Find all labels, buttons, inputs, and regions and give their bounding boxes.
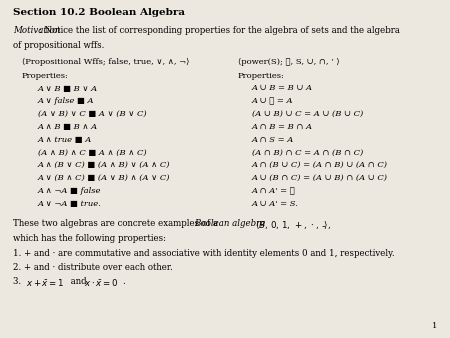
Text: Section 10.2 Boolean Algebra: Section 10.2 Boolean Algebra (13, 8, 185, 17)
Text: : Notice the list of corresponding properties for the algebra of sets and the al: : Notice the list of corresponding prope… (39, 26, 400, 35)
Text: $x \cdot \bar{x} = 0$: $x \cdot \bar{x} = 0$ (84, 277, 118, 289)
Text: A ∧ true ■ A: A ∧ true ■ A (38, 136, 92, 144)
Text: A ∨ false ■ A: A ∨ false ■ A (38, 97, 94, 105)
Text: which has the following properties:: which has the following properties: (13, 234, 166, 243)
Text: A ∧ ¬A ■ false: A ∧ ¬A ■ false (38, 187, 102, 195)
Text: A ∨ (B ∧ C) ■ (A ∨ B) ∧ (A ∨ C): A ∨ (B ∧ C) ■ (A ∨ B) ∧ (A ∨ C) (38, 174, 171, 182)
Text: (A ∨ B) ∨ C ■ A ∨ (B ∨ C): (A ∨ B) ∨ C ■ A ∨ (B ∨ C) (38, 110, 147, 118)
Text: and: and (68, 277, 90, 287)
Text: A ∩ B = B ∩ A: A ∩ B = B ∩ A (252, 123, 313, 131)
Text: A ∨ ¬A ■ true.: A ∨ ¬A ■ true. (38, 200, 102, 208)
Text: A ∧ (B ∨ C) ■ (A ∧ B) ∨ (A ∧ C): A ∧ (B ∨ C) ■ (A ∧ B) ∨ (A ∧ C) (38, 161, 171, 169)
Text: Properties:: Properties: (238, 72, 285, 79)
Text: A ∪ ∅ = A: A ∪ ∅ = A (252, 97, 293, 105)
Text: A ∩ (B ∪ C) = (A ∩ B) ∪ (A ∩ C): A ∩ (B ∪ C) = (A ∩ B) ∪ (A ∩ C) (252, 161, 388, 169)
Text: Properties:: Properties: (22, 72, 69, 79)
Text: $x + \bar{x} = 1$: $x + \bar{x} = 1$ (26, 277, 64, 289)
Text: These two algebras are concrete examples of a: These two algebras are concrete examples… (13, 219, 220, 228)
Text: A ∪ B = B ∪ A: A ∪ B = B ∪ A (252, 84, 313, 93)
Text: (A ∪ B) ∪ C = A ∪ (B ∪ C): (A ∪ B) ∪ C = A ∪ (B ∪ C) (252, 110, 363, 118)
Text: A ∨ B ■ B ∨ A: A ∨ B ■ B ∨ A (38, 84, 98, 93)
Text: 3.: 3. (13, 277, 27, 287)
Text: 2. + and · distribute over each other.: 2. + and · distribute over each other. (13, 263, 173, 272)
Text: A ∪ A' = S.: A ∪ A' = S. (252, 200, 299, 208)
Text: ⟨power(S); ∅, S, ∪, ∩, ’ ⟩: ⟨power(S); ∅, S, ∪, ∩, ’ ⟩ (238, 58, 340, 66)
Text: (A ∩ B) ∩ C = A ∩ (B ∩ C): (A ∩ B) ∩ C = A ∩ (B ∩ C) (252, 148, 363, 156)
Text: $\langle B,\, 0,\, 1,\, +,\, \cdot,\, \bar{\ }\rangle$,: $\langle B,\, 0,\, 1,\, +,\, \cdot,\, \b… (255, 219, 331, 231)
Text: A ∩ S = A: A ∩ S = A (252, 136, 294, 144)
Text: ⟨Propositional Wffs; false, true, ∨, ∧, ¬⟩: ⟨Propositional Wffs; false, true, ∨, ∧, … (22, 58, 189, 66)
Text: A ∪ (B ∩ C) = (A ∪ B) ∩ (A ∪ C): A ∪ (B ∩ C) = (A ∪ B) ∩ (A ∪ C) (252, 174, 388, 182)
Text: A ∩ A' = ∅: A ∩ A' = ∅ (252, 187, 296, 195)
Text: A ∧ B ■ B ∧ A: A ∧ B ■ B ∧ A (38, 123, 98, 131)
Text: .: . (122, 277, 125, 287)
Text: Boolean algebra: Boolean algebra (194, 219, 266, 228)
Text: 1: 1 (432, 322, 437, 330)
Text: 1. + and · are commutative and associative with identity elements 0 and 1, respe: 1. + and · are commutative and associati… (13, 248, 395, 258)
Text: (A ∧ B) ∧ C ■ A ∧ (B ∧ C): (A ∧ B) ∧ C ■ A ∧ (B ∧ C) (38, 148, 147, 156)
Text: Motivation: Motivation (13, 26, 60, 35)
Text: of propositional wffs.: of propositional wffs. (13, 41, 104, 49)
